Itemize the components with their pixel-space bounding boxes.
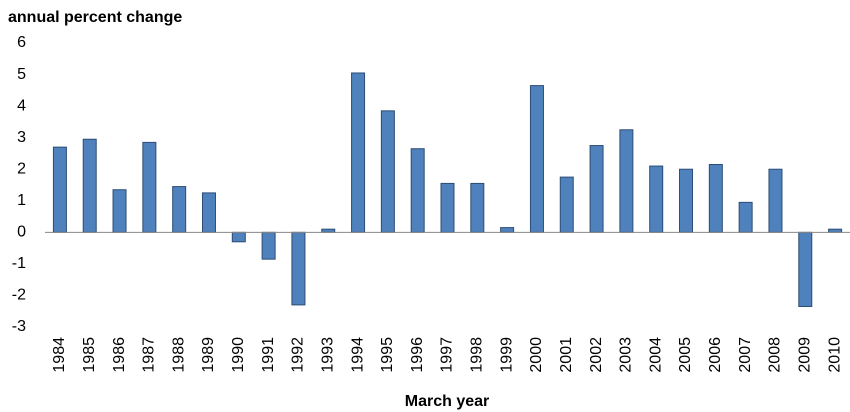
x-axis-title: March year xyxy=(405,393,490,410)
x-tick-label: 1996 xyxy=(409,337,426,373)
x-tick-label: 1994 xyxy=(349,337,366,373)
bar xyxy=(798,231,813,307)
bar xyxy=(351,72,366,233)
y-tick-label: 0 xyxy=(17,224,26,241)
y-tick-label: -3 xyxy=(12,318,26,335)
x-tick-label: 1988 xyxy=(170,337,187,373)
x-tick-label: 1985 xyxy=(81,337,98,373)
x-tick-label: 2010 xyxy=(826,337,843,373)
y-tick-label: 2 xyxy=(17,160,26,177)
bar xyxy=(261,231,276,260)
x-tick-label: 2002 xyxy=(588,337,605,373)
x-tick-label: 2009 xyxy=(796,337,813,373)
bar xyxy=(619,129,634,233)
x-tick-label: 2003 xyxy=(618,337,635,373)
x-tick-label: 1998 xyxy=(469,337,486,373)
bar xyxy=(589,145,604,233)
bar xyxy=(410,148,425,233)
x-tick-label: 2007 xyxy=(737,337,754,373)
x-tick-label: 1989 xyxy=(200,337,217,373)
x-tick-label: 1995 xyxy=(379,337,396,373)
y-tick-label: -1 xyxy=(12,255,26,272)
y-tick-label: -2 xyxy=(12,287,26,304)
bar xyxy=(112,189,127,233)
x-tick-label: 1984 xyxy=(51,337,68,373)
bar xyxy=(470,182,485,233)
bar xyxy=(649,165,664,233)
bar xyxy=(708,163,723,233)
bar xyxy=(380,110,395,233)
bar xyxy=(500,227,515,233)
x-tick-label: 1997 xyxy=(439,337,456,373)
x-tick-label: 1993 xyxy=(319,337,336,373)
bar xyxy=(440,182,455,233)
bar xyxy=(768,168,783,233)
bar xyxy=(529,85,544,233)
bar xyxy=(201,192,216,233)
x-tick-label: 1999 xyxy=(498,337,515,373)
bar xyxy=(231,231,246,243)
x-tick-label: 2005 xyxy=(677,337,694,373)
x-tick-label: 1987 xyxy=(141,337,158,373)
x-tick-label: 1992 xyxy=(290,337,307,373)
x-tick-label: 2006 xyxy=(707,337,724,373)
x-tick-label: 1990 xyxy=(230,337,247,373)
x-tick-label: 2000 xyxy=(528,337,545,373)
y-tick-label: 3 xyxy=(17,129,26,146)
bar xyxy=(559,176,574,233)
bar xyxy=(679,168,694,233)
y-axis-title: annual percent change xyxy=(8,9,182,26)
bar xyxy=(142,141,157,233)
y-tick-label: 4 xyxy=(17,97,26,114)
bar xyxy=(82,138,97,233)
y-tick-label: 6 xyxy=(17,34,26,51)
x-tick-label: 1991 xyxy=(260,337,277,373)
x-tick-label: 1986 xyxy=(111,337,128,373)
y-tick-label: 5 xyxy=(17,66,26,83)
bar xyxy=(291,231,306,306)
bar xyxy=(172,186,187,233)
y-tick-label: 1 xyxy=(17,192,26,209)
x-tick-label: 2004 xyxy=(647,337,664,373)
x-tick-label: 2008 xyxy=(767,337,784,373)
bar xyxy=(52,146,67,233)
bar xyxy=(738,201,753,233)
x-tick-label: 2001 xyxy=(558,337,575,373)
